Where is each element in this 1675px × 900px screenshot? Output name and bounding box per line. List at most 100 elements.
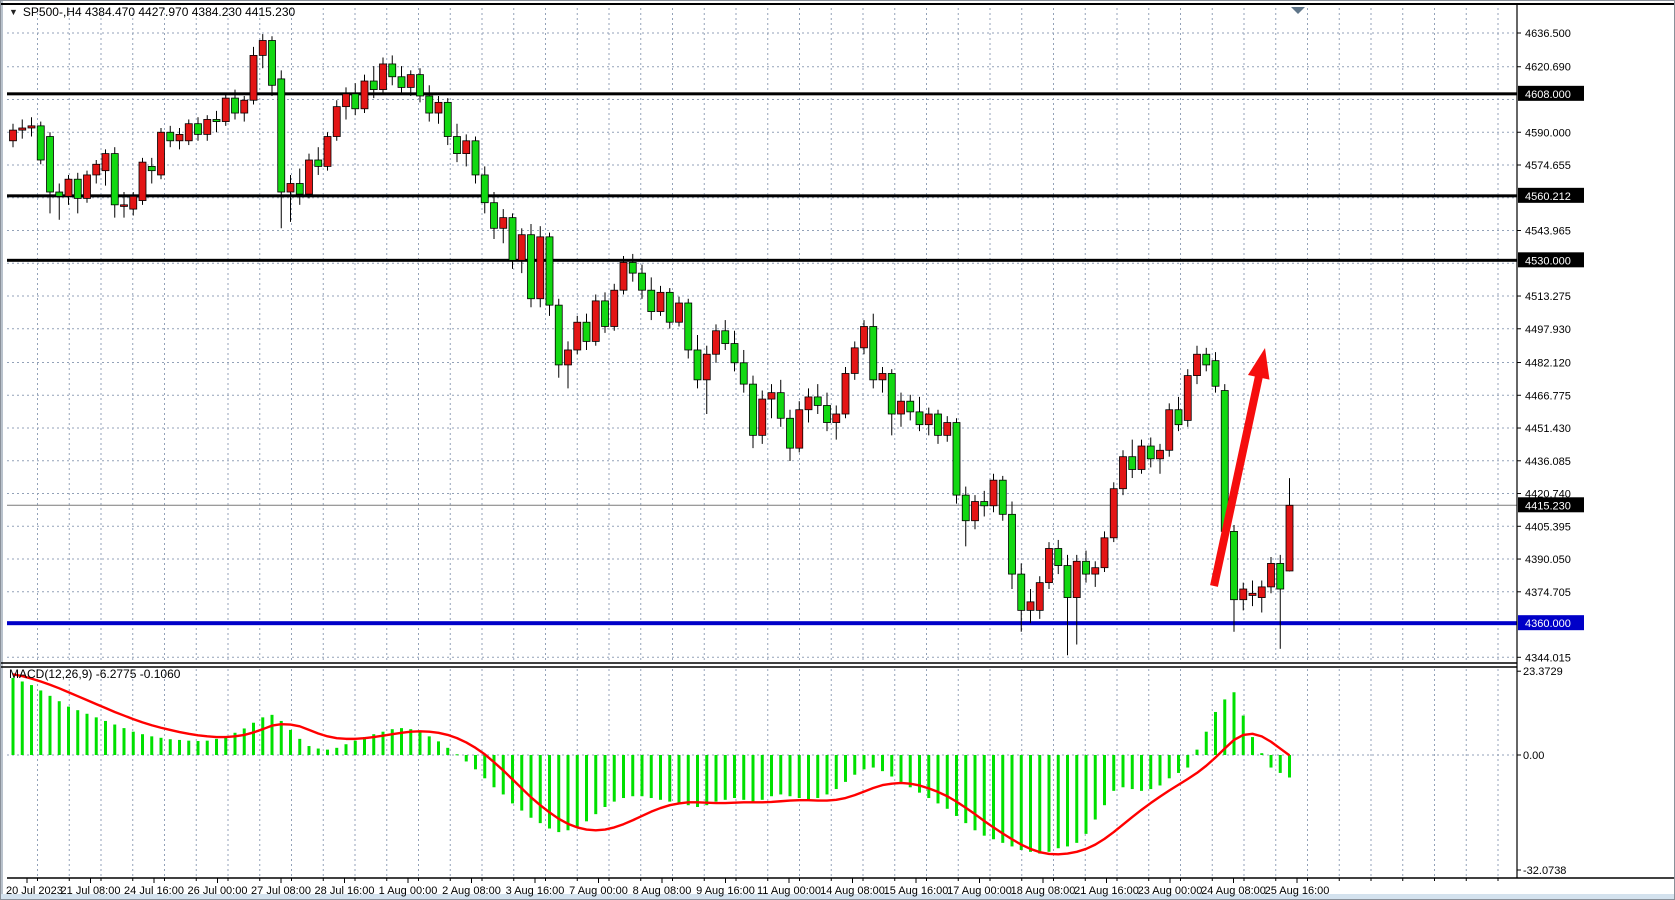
macd-bar: [871, 755, 875, 768]
macd-bar: [548, 755, 551, 829]
macd-bar: [131, 731, 135, 755]
time-tick-label[interactable]: 15 Aug 16:00: [884, 885, 949, 897]
price-tick-label[interactable]: 4436.085: [1525, 456, 1571, 468]
price-tick-label[interactable]: 4513.275: [1525, 291, 1571, 303]
time-tick-label[interactable]: 28 Jul 16:00: [315, 885, 375, 897]
macd-bar: [788, 755, 792, 797]
candle-bearish: [1063, 565, 1072, 598]
candle-bearish: [998, 479, 1007, 515]
macd-bar: [1093, 755, 1097, 820]
macd-bar: [1251, 737, 1254, 755]
price-tick-label[interactable]: 4405.395: [1525, 521, 1571, 533]
macd-bar: [335, 747, 339, 755]
candle-bearish: [351, 93, 360, 110]
macd-bar: [1075, 755, 1079, 843]
candle-bullish: [564, 349, 572, 366]
time-tick-label[interactable]: 3 Aug 16:00: [506, 885, 565, 897]
candle-bearish: [721, 330, 730, 344]
time-tick-label[interactable]: 14 Aug 08:00: [820, 885, 885, 897]
trend-arrow-shaft[interactable]: [1210, 372, 1264, 587]
macd-bar: [289, 729, 292, 755]
macd-bar: [964, 755, 968, 824]
macd-bar: [686, 755, 690, 806]
macd-bar: [307, 746, 311, 755]
price-tick-label[interactable]: 4574.655: [1525, 160, 1571, 172]
price-tick-label[interactable]: 4344.015: [1525, 652, 1571, 664]
candle-bullish: [1035, 582, 1044, 611]
price-tick-label[interactable]: 4590.000: [1525, 127, 1571, 139]
macd-bar: [770, 755, 773, 797]
time-tick-label[interactable]: 2 Aug 08:00: [442, 885, 501, 897]
price-tick-label[interactable]: 4390.050: [1525, 554, 1571, 566]
candle-bullish: [1183, 375, 1192, 421]
candle-bearish: [1008, 513, 1016, 575]
bottom-scroll-strip[interactable]: [1, 894, 1675, 900]
time-tick-label[interactable]: 20 Jul 2023: [6, 885, 63, 897]
macd-bar: [751, 755, 755, 802]
resistance-level-line[interactable]: [7, 92, 1517, 96]
trend-arrow-head[interactable]: [1247, 348, 1270, 380]
resistance-level-line[interactable]: [7, 258, 1517, 262]
price-tick-label[interactable]: 4482.120: [1525, 358, 1571, 370]
candle-bullish: [1026, 601, 1035, 611]
macd-bar: [1195, 749, 1199, 755]
time-tick-label[interactable]: 11 Aug 00:00: [757, 885, 821, 897]
macd-bar: [492, 755, 496, 788]
price-tick-label[interactable]: 4451.430: [1525, 423, 1571, 435]
time-tick-label[interactable]: 24 Jul 16:00: [124, 885, 184, 897]
macd-bar: [205, 740, 209, 755]
symbol-dropdown-icon[interactable]: ▼: [9, 6, 18, 17]
price-tick-label[interactable]: 4543.965: [1525, 226, 1571, 238]
price-tick-label[interactable]: 4497.930: [1525, 324, 1571, 336]
candle-bearish: [1230, 530, 1238, 601]
candle-bearish: [739, 362, 748, 385]
time-tick-label[interactable]: 21 Jul 08:00: [61, 885, 121, 897]
macd-bar: [20, 681, 24, 755]
candle-bullish: [406, 74, 415, 88]
candle-bullish: [434, 101, 443, 114]
time-tick-label[interactable]: 25 Aug 16:00: [1265, 885, 1330, 897]
macd-bar: [668, 755, 672, 802]
support-level-line[interactable]: [7, 621, 1517, 626]
chart-shift-marker-icon[interactable]: [1291, 7, 1305, 14]
time-tick-label[interactable]: 27 Jul 08:00: [251, 885, 311, 897]
time-tick-label[interactable]: 1 Aug 00:00: [379, 885, 438, 897]
candle-bearish: [1054, 548, 1063, 566]
level-price-box: [1518, 497, 1584, 513]
support-price-box: [1518, 615, 1584, 631]
time-tick-label[interactable]: 23 Aug 00:00: [1138, 885, 1203, 897]
price-tick-label[interactable]: 4620.690: [1525, 62, 1571, 74]
price-tick-label[interactable]: 4374.705: [1525, 587, 1571, 599]
time-tick-label[interactable]: 24 Aug 08:00: [1201, 885, 1266, 897]
time-tick-label[interactable]: 9 Aug 16:00: [696, 885, 755, 897]
macd-bar: [529, 755, 533, 818]
candle-bearish: [268, 40, 276, 86]
price-tick-label[interactable]: 4466.775: [1525, 390, 1571, 402]
candle-bullish: [203, 119, 212, 135]
price-tick-label[interactable]: 4636.500: [1525, 28, 1571, 40]
candle-bearish: [1128, 456, 1137, 470]
macd-bar: [353, 740, 357, 755]
macd-bar: [483, 755, 487, 779]
macd-bar: [603, 755, 607, 807]
macd-bar: [279, 720, 283, 755]
time-tick-label[interactable]: 18 Aug 08:00: [1011, 885, 1076, 897]
macd-indicator-label: MACD(12,26,9) -6.2775 -0.1060: [9, 667, 181, 681]
candle-bullish: [619, 262, 628, 291]
candle-bullish: [1193, 353, 1201, 376]
time-tick-label[interactable]: 21 Aug 16:00: [1074, 885, 1139, 897]
macd-bar: [1223, 699, 1227, 755]
macd-bar: [881, 755, 884, 772]
candle-bearish: [194, 123, 202, 135]
candle-bearish: [730, 343, 739, 364]
candle-bearish: [813, 396, 822, 406]
candle-bearish: [508, 217, 517, 261]
macd-bar: [945, 755, 949, 809]
time-tick-label[interactable]: 7 Aug 00:00: [569, 885, 628, 897]
macd-bar: [501, 755, 505, 795]
resistance-level-line[interactable]: [7, 194, 1517, 198]
time-tick-label[interactable]: 26 Jul 00:00: [188, 885, 248, 897]
time-tick-label[interactable]: 17 Aug 00:00: [947, 885, 1012, 897]
time-tick-label[interactable]: 8 Aug 08:00: [633, 885, 692, 897]
